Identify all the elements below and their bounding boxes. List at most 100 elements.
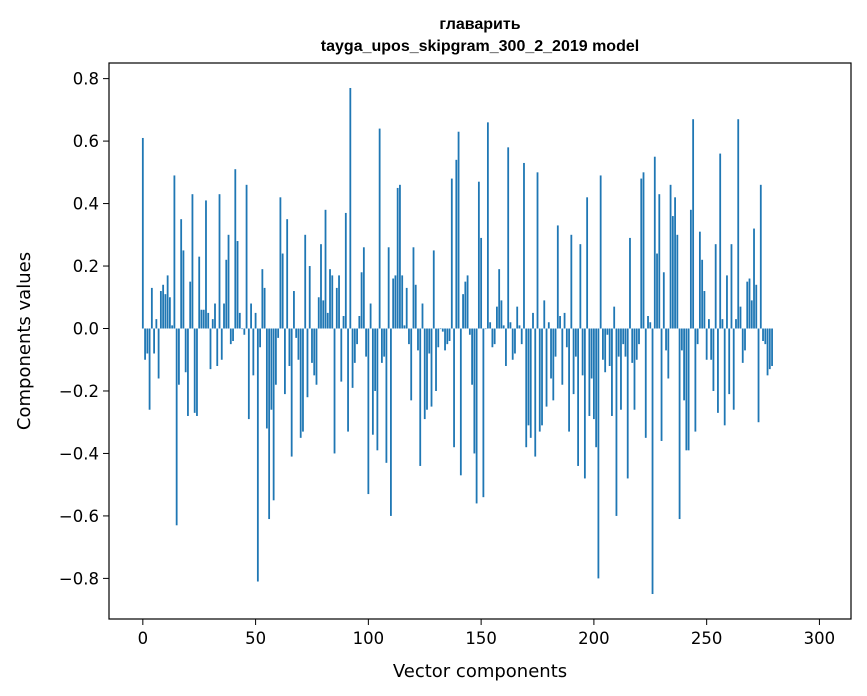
bar-138 [453, 328, 455, 448]
bar-100 [367, 328, 370, 495]
bar-203 [599, 175, 602, 329]
bar-209 [613, 306, 616, 329]
y-tick-label: −0.4 [59, 444, 99, 463]
bar-51 [256, 328, 259, 582]
bar-21 [189, 281, 192, 329]
bar-2 [146, 328, 149, 354]
bar-13 [171, 325, 174, 329]
bar-229 [658, 194, 661, 329]
bar-212 [620, 328, 622, 410]
x-axis-label: Vector components [393, 661, 567, 682]
bar-146 [471, 328, 473, 385]
bar-121 [414, 284, 417, 329]
bar-252 [710, 328, 713, 360]
bar-237 [676, 234, 679, 329]
bar-62 [281, 253, 284, 329]
bar-271 [753, 228, 755, 329]
bar-202 [597, 328, 600, 579]
bar-105 [378, 128, 381, 329]
x-tick-label: 300 [804, 629, 836, 648]
bar-213 [622, 328, 625, 345]
bar-241 [685, 328, 688, 451]
bar-46 [245, 184, 248, 329]
bar-7 [157, 328, 160, 379]
bar-137 [450, 178, 453, 329]
bar-85 [333, 328, 336, 454]
bar-273 [757, 328, 760, 423]
bar-242 [687, 328, 690, 451]
bar-175 [536, 172, 539, 329]
y-tick-label: 0.4 [73, 195, 99, 214]
bar-66 [290, 328, 293, 457]
bar-33 [216, 328, 219, 366]
bar-266 [741, 328, 744, 363]
bar-6 [155, 319, 158, 329]
bar-112 [394, 275, 397, 329]
bar-64 [286, 219, 289, 329]
bar-116 [403, 325, 406, 329]
bar-120 [412, 247, 415, 329]
bar-109 [387, 247, 390, 329]
bar-82 [326, 312, 329, 329]
y-tick-label: 0.0 [73, 320, 99, 339]
x-axis: 0 50 100 150 200 250 300 [138, 619, 836, 648]
bar-223 [644, 328, 647, 438]
bar-129 [432, 250, 435, 329]
bar-270 [750, 300, 753, 329]
bar-201 [595, 328, 598, 448]
bar-23 [193, 328, 196, 413]
x-tick-label: 250 [691, 629, 723, 648]
bar-272 [755, 284, 758, 329]
bar-139 [455, 159, 458, 329]
bar-197 [586, 197, 589, 329]
bar-20 [187, 328, 189, 416]
bar-157 [496, 306, 498, 329]
bar-190 [570, 234, 573, 329]
bar-53 [261, 269, 264, 329]
bar-199 [590, 328, 593, 379]
bar-267 [744, 328, 746, 351]
bar-106 [380, 328, 383, 363]
bar-253 [712, 328, 715, 391]
bar-225 [649, 322, 652, 329]
bar-29 [207, 312, 210, 329]
bar-278 [768, 328, 771, 370]
bar-257 [721, 319, 724, 329]
bar-172 [529, 328, 532, 438]
bar-178 [543, 300, 546, 329]
bar-247 [698, 231, 701, 329]
bar-192 [574, 328, 577, 357]
bar-162 [507, 147, 510, 329]
bar-67 [293, 291, 295, 329]
bar-150 [480, 237, 483, 329]
bar-97 [360, 272, 363, 329]
bar-187 [563, 312, 566, 329]
bar-15 [175, 328, 178, 526]
bar-14 [173, 175, 176, 329]
bar-115 [401, 275, 404, 329]
bar-276 [764, 328, 767, 345]
y-tick-label: −0.2 [59, 382, 99, 401]
bar-232 [665, 328, 667, 351]
bar-226 [651, 328, 654, 595]
bar-134 [444, 328, 446, 351]
bar-236 [674, 197, 676, 329]
bar-118 [408, 328, 410, 345]
chart-subtitle: tayga_upos_skipgram_300_2_2019 model [321, 38, 639, 55]
x-tick-label: 200 [578, 629, 610, 648]
bar-127 [428, 328, 431, 354]
bar-111 [392, 278, 395, 329]
bar-198 [588, 328, 591, 416]
bar-37 [225, 259, 228, 329]
x-tick-label: 150 [465, 629, 497, 648]
bar-144 [466, 275, 469, 329]
bar-256 [719, 153, 722, 329]
bar-220 [638, 328, 640, 345]
bar-215 [626, 328, 629, 479]
bar-214 [624, 328, 627, 357]
bar-274 [759, 184, 762, 329]
bar-117 [405, 287, 408, 329]
bar-69 [297, 328, 300, 360]
